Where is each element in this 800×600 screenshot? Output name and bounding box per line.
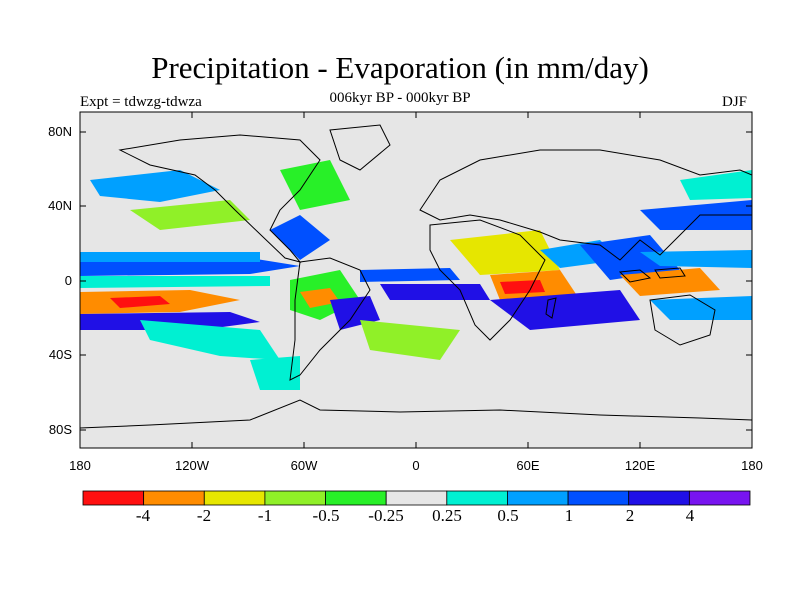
field-south-pacific-wet — [80, 312, 260, 330]
lon-tick-label: 180 — [69, 458, 91, 473]
colorbar-label: 4 — [685, 506, 695, 525]
coast-madagascar — [545, 297, 557, 319]
lat-tick-label: 80S — [48, 422, 72, 437]
lon-tick-label: 60W — [290, 458, 318, 473]
axis-ticks — [80, 112, 752, 448]
field-maritime-dry — [620, 268, 720, 296]
field-north-atlantic — [280, 160, 350, 210]
field-south-pacific-dry-core — [110, 296, 170, 308]
field-spcz — [140, 320, 280, 360]
colorbar-box — [385, 490, 448, 506]
colorbar-label: 0.5 — [497, 506, 519, 525]
lat-tick-label: 40N — [48, 198, 72, 213]
figure-title: Precipitation - Evaporation (in mm/day) — [151, 50, 649, 85]
field-pacific-south-band — [80, 276, 270, 288]
coast-antarctica — [80, 399, 752, 429]
field-indian-ocean-wet — [490, 290, 640, 330]
field-bay-of-bengal — [580, 235, 680, 280]
lon-tick-label: 180 — [741, 458, 763, 473]
lat-tick-label: 0 — [64, 273, 72, 288]
experiment-label: Expt = tdwzg-tdwza — [80, 94, 202, 110]
field-south-atlantic-dry — [360, 320, 460, 360]
field-pacific-itcz — [80, 258, 300, 276]
field-north-pacific — [90, 170, 220, 202]
field-pacific-north-band — [80, 252, 260, 262]
season-label: DJF — [722, 94, 748, 110]
coast-australia — [649, 294, 716, 346]
coast-south-america — [289, 257, 371, 381]
coast-north-america — [118, 134, 321, 263]
colorbar-box — [203, 490, 266, 506]
field-west-pacific — [640, 250, 752, 268]
lon-tick-label: 120W — [175, 458, 209, 473]
colorbar-label: -1 — [257, 506, 273, 525]
colorbar-label: -0.25 — [368, 506, 404, 525]
colorbar-box — [82, 490, 145, 506]
field-south-west-pacific — [650, 296, 752, 320]
coast-greenland — [329, 124, 391, 171]
coastlines — [80, 124, 752, 429]
colorbar-box — [628, 490, 690, 506]
field-patagonia — [250, 356, 300, 390]
field-north-pacific-west — [680, 170, 752, 200]
colorbar-label: -4 — [135, 506, 151, 525]
colorbar-box — [143, 490, 205, 506]
colorbar-box — [567, 490, 630, 506]
lat-tick-label: 80N — [48, 124, 72, 139]
colorbar-box — [446, 490, 508, 506]
field-caribbean — [270, 215, 330, 260]
colorbar-label: 1 — [564, 506, 574, 525]
field-atlantic-itcz — [360, 268, 460, 282]
colorbar-label: -0.5 — [312, 506, 340, 525]
field-amazon-dry — [300, 288, 340, 308]
colorbar-box — [688, 490, 751, 506]
figure-subtitle: 006kyr BP - 000kyr BP — [329, 90, 471, 106]
colorbar-box — [507, 490, 569, 506]
lon-tick-label: 120E — [624, 458, 656, 473]
coast-indonesia — [618, 267, 686, 283]
lat-tick-label: 40S — [48, 347, 72, 362]
anomaly-fields — [80, 160, 752, 390]
field-africa-dry — [450, 230, 560, 275]
lon-tick-label: 60E — [516, 458, 540, 473]
coast-eurasia — [419, 149, 752, 261]
field-northwest-pacific — [640, 200, 752, 230]
field-north-pacific-dry — [130, 200, 250, 230]
colorbar-box — [264, 490, 326, 506]
colorbar-box — [325, 490, 387, 506]
colorbar-label: -2 — [196, 506, 212, 525]
coast-africa — [429, 219, 546, 341]
colorbar-label: 0.25 — [432, 506, 462, 525]
colorbar-label: 2 — [625, 506, 635, 525]
lon-tick-label: 0 — [412, 458, 420, 473]
